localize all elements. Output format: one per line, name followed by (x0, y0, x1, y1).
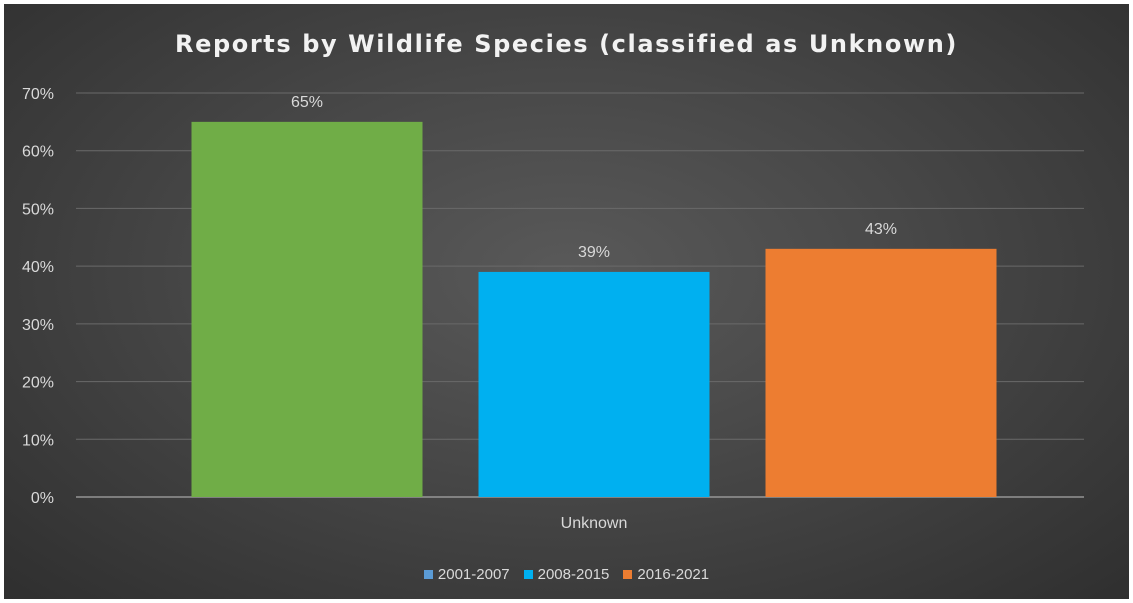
legend-label: 2008-2015 (537, 566, 610, 583)
y-tick-label: 20% (22, 375, 54, 392)
y-tick-label: 50% (22, 201, 54, 218)
legend-label: 2001-2007 (437, 566, 510, 583)
legend-item: 2008-2015 (523, 566, 610, 583)
plot-area: 0% 10% 20% 30% 40% 50% 60% 70% 65% 39% 43% Unknown (22, 86, 1084, 532)
y-tick-label: 10% (22, 432, 54, 449)
y-tick-label: 40% (22, 259, 54, 276)
legend: 2001-2007 2008-2015 2016-2021 (4, 566, 1129, 583)
bar-2008-2015 (478, 271, 710, 497)
bar-2016-2021 (765, 248, 997, 497)
legend-swatch (623, 570, 633, 579)
chart-area: Reports by Wildlife Species (classified … (4, 4, 1129, 599)
y-tick-label: 60% (22, 144, 54, 161)
bar-2001-2007 (191, 121, 423, 497)
y-tick-label: 70% (22, 86, 54, 103)
legend-item: 2016-2021 (623, 566, 709, 583)
y-tick-label: 0% (31, 490, 54, 507)
x-category-label: Unknown (561, 515, 628, 532)
legend-swatch (423, 570, 433, 579)
data-label: 39% (578, 244, 610, 261)
y-tick-label: 30% (22, 317, 54, 334)
legend-swatch (523, 570, 533, 579)
legend-label: 2016-2021 (637, 566, 710, 583)
data-label: 43% (865, 221, 897, 238)
legend-item: 2001-2007 (423, 566, 510, 583)
chart-title: Reports by Wildlife Species (classified … (175, 30, 958, 58)
data-label: 65% (291, 94, 323, 111)
